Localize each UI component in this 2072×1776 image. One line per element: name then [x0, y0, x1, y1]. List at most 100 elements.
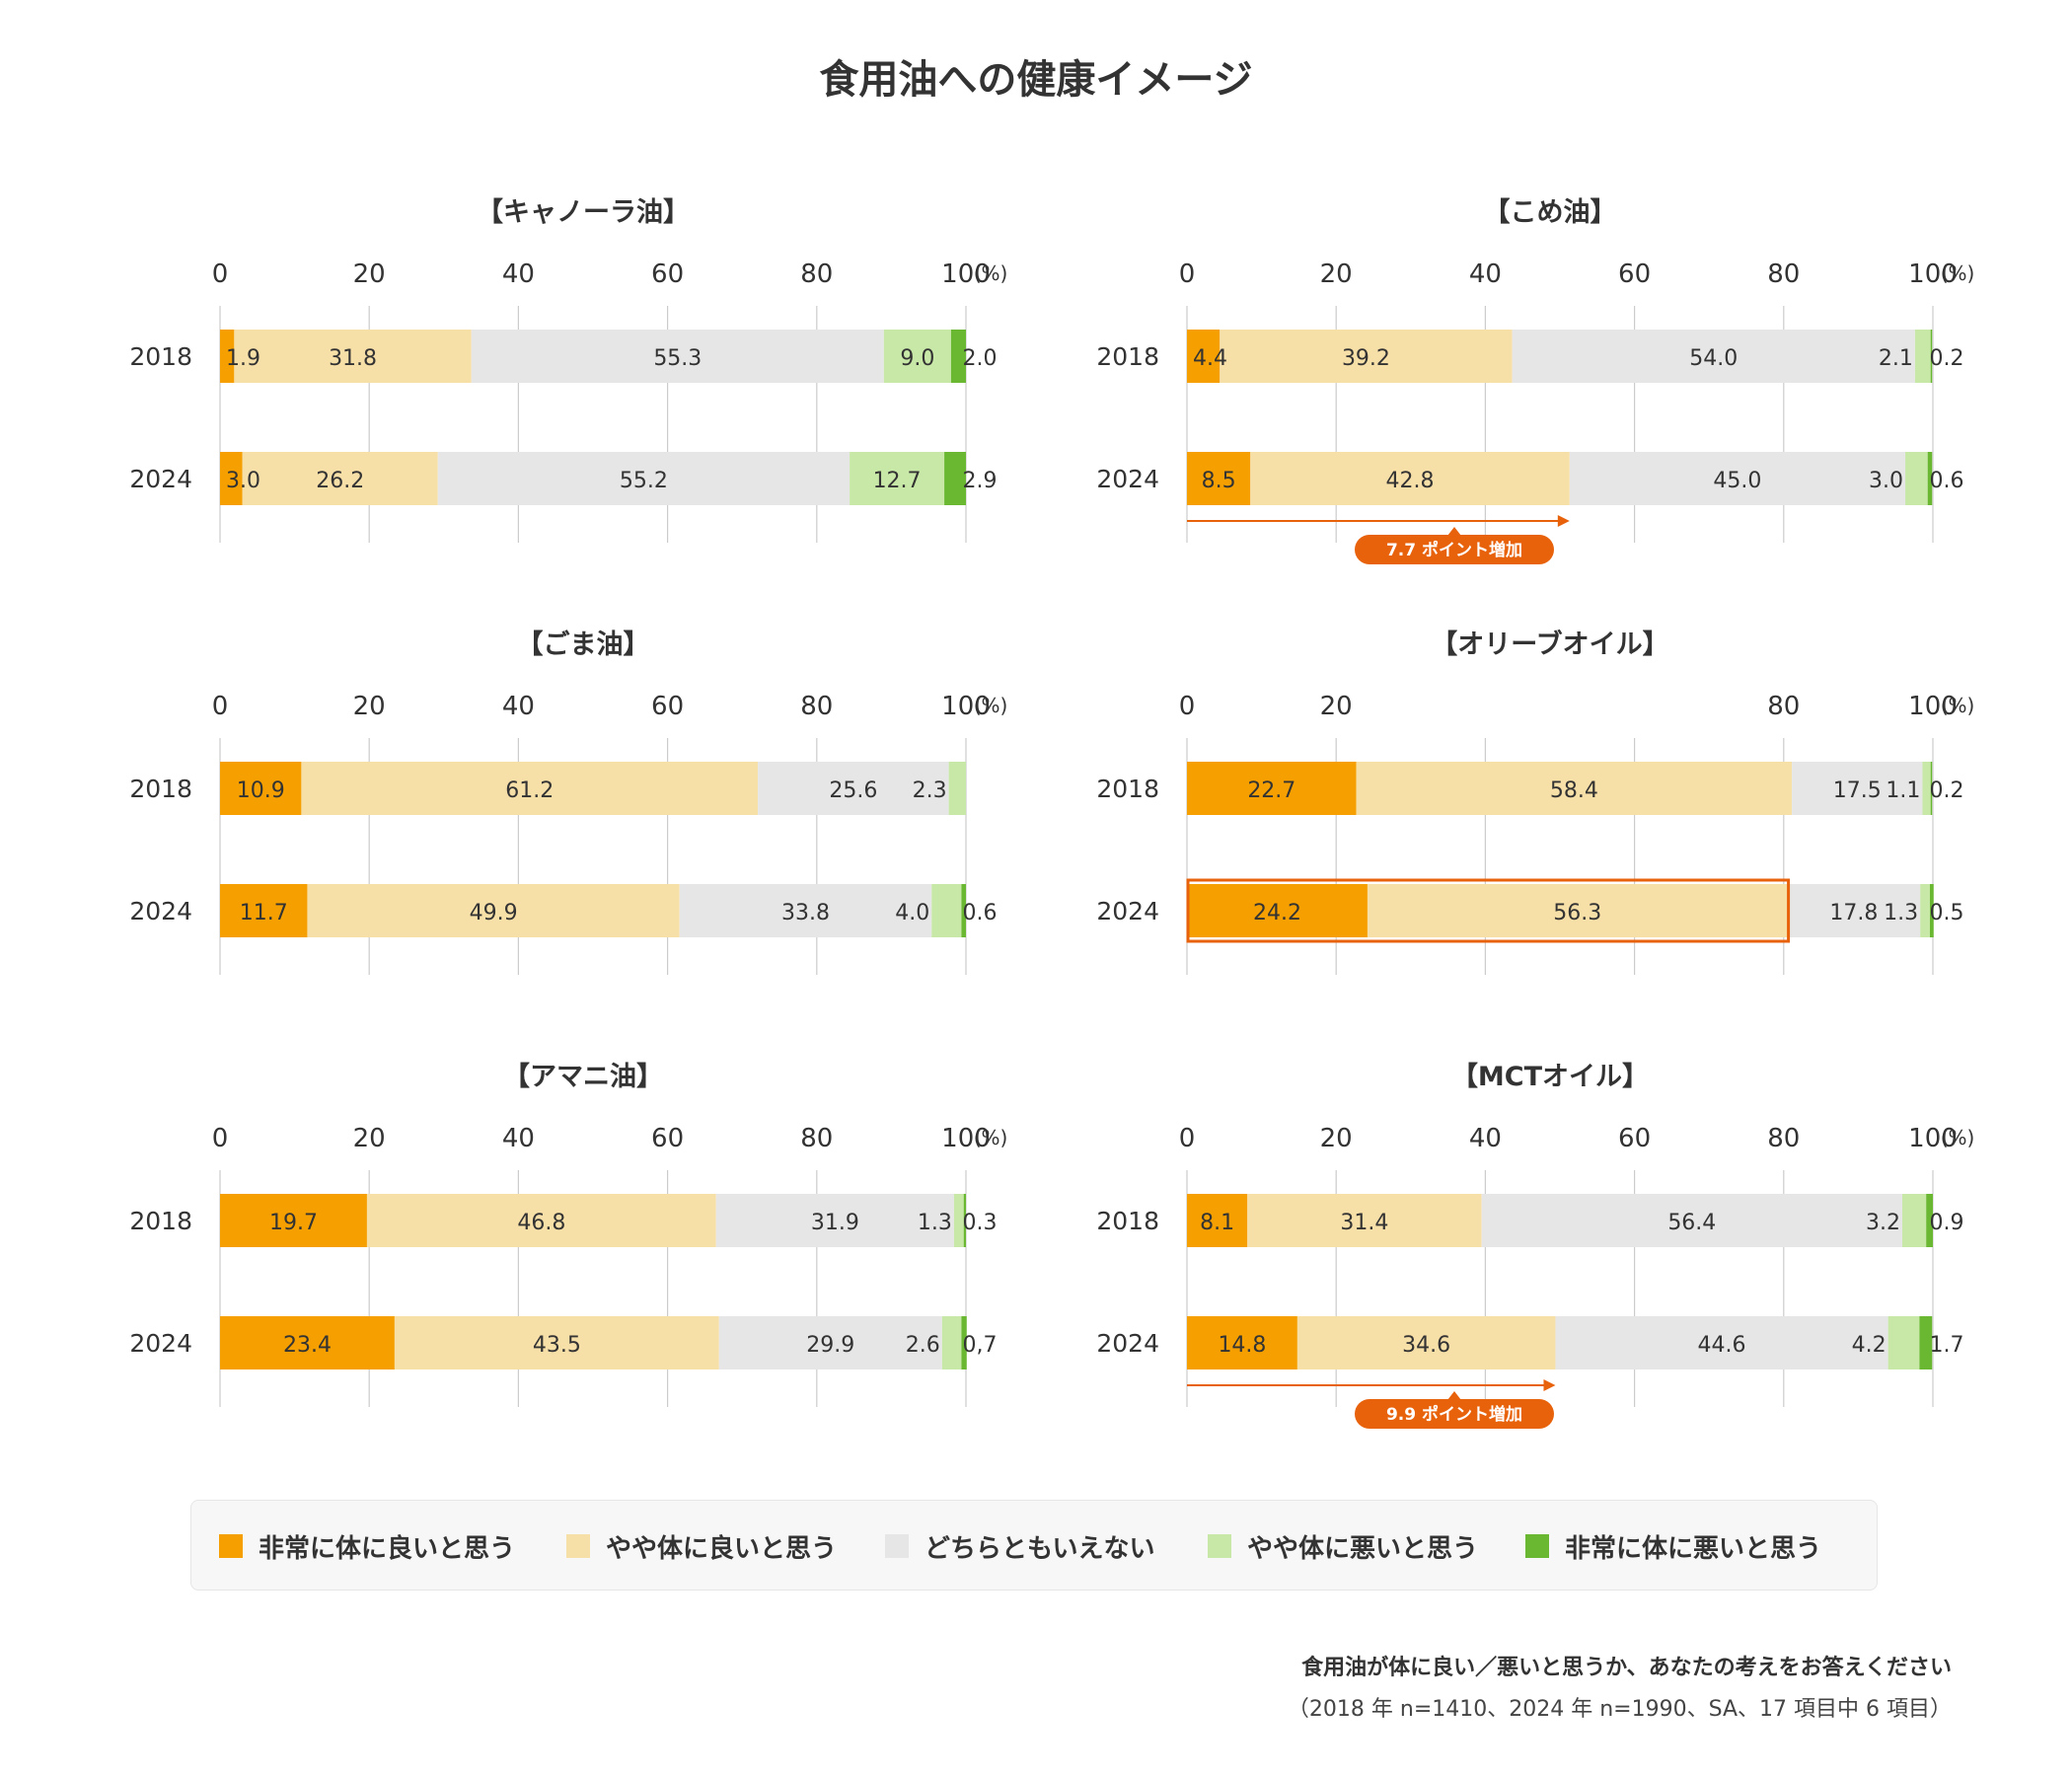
chart-4-tick-label: 40 [502, 1124, 535, 1153]
chart-5-tick-label: 40 [1469, 1124, 1502, 1153]
chart-5-tick-label: 0 [1179, 1124, 1196, 1153]
chart-5-bar-somewhat-good [1247, 1194, 1482, 1247]
chart-0-bar-somewhat-bad [883, 330, 951, 383]
chart-0-bar-neutral [471, 330, 884, 383]
chart-2-tick-label: 100 [941, 692, 991, 721]
chart-5-tick-label: 100 [1908, 1124, 1958, 1153]
chart-0-data-label: 12.7 [873, 469, 922, 493]
chart-3-data-label: 0.5 [1930, 901, 1964, 925]
chart-5-data-label: 1.7 [1930, 1333, 1964, 1358]
chart-5-bar-somewhat-bad [1887, 1316, 1920, 1369]
chart-1-bar-very-bad [1927, 452, 1933, 505]
chart-1-tick-label: 100 [1908, 259, 1958, 289]
chart-4-bar-somewhat-bad [941, 1316, 962, 1369]
chart-2-data-label: 0.6 [963, 901, 998, 925]
chart-4-data-label: 43.5 [533, 1333, 581, 1358]
chart-5-title: 【MCTオイル】 [1451, 1062, 1649, 1092]
chart-4-title: 【アマニ油】 [503, 1062, 663, 1092]
chart-1-tick-label: 60 [1618, 259, 1651, 289]
chart-0-data-label: 2.9 [963, 469, 998, 493]
chart-2-data-label: 4.0 [895, 901, 929, 925]
chart-1-data-label: 0.6 [1930, 469, 1964, 493]
legend-label-very-good: 非常に体に良いと思う [259, 1533, 516, 1564]
chart-5-data-label: 31.4 [1340, 1211, 1388, 1235]
chart-1-bar-somewhat-bad [1905, 452, 1928, 505]
chart-1-bar-very-bad [1930, 330, 1933, 383]
chart-2-year-label: 2024 [129, 897, 192, 925]
chart-0-year-label: 2024 [129, 465, 192, 493]
chart-2-bar-somewhat-bad [948, 762, 966, 815]
legend-label-somewhat-good: やや体に良いと思う [606, 1533, 838, 1564]
chart-2-bar-very-bad [961, 884, 966, 937]
legend-item-somewhat-good: やや体に良いと思う [566, 1501, 837, 1591]
chart-3-bar-very-good [1187, 762, 1357, 815]
chart-5-annotation-badge [1355, 1399, 1554, 1429]
chart-1-bar-neutral [1569, 452, 1906, 505]
legend-swatch-somewhat-good [566, 1534, 590, 1558]
chart-4-year-label: 2018 [129, 1207, 192, 1235]
chart-2-tick-label: 0 [212, 692, 229, 721]
chart-1-tick-label: 0 [1179, 259, 1196, 289]
chart-3-bar-somewhat-good [1367, 884, 1788, 937]
chart-2-data-label: 2.3 [913, 778, 947, 803]
chart-4-bar-somewhat-good [394, 1316, 719, 1369]
chart-1-tick-label: 40 [1469, 259, 1502, 289]
legend-item-very-bad: 非常に体に悪いと思う [1525, 1501, 1821, 1591]
chart-0-data-label: 26.2 [316, 469, 364, 493]
chart-5-data-label: 3.2 [1866, 1211, 1900, 1235]
legend-swatch-very-good [219, 1534, 243, 1558]
chart-1-annotation-badge [1355, 535, 1554, 564]
chart-4-year-label: 2024 [129, 1329, 192, 1358]
chart-1-data-label: 8.5 [1202, 469, 1236, 493]
chart-0-tick-label: 0 [212, 259, 229, 289]
chart-2-data-label: 11.7 [240, 901, 288, 925]
chart-3-data-label: 1.3 [1884, 901, 1918, 925]
chart-3-bar-somewhat-bad [1920, 884, 1930, 937]
chart-1-bar-somewhat-bad [1914, 330, 1931, 383]
chart-2-tick-label: 20 [353, 692, 386, 721]
chart-1-data-label: 54.0 [1689, 346, 1738, 371]
chart-2-data-label: 33.8 [781, 901, 830, 925]
chart-5-year-label: 2018 [1096, 1207, 1159, 1235]
chart-2-bar-neutral [679, 884, 932, 937]
chart-4-tick-label: 60 [651, 1124, 684, 1153]
chart-3-data-label: 0.2 [1930, 778, 1964, 803]
chart-4-data-label: 19.7 [269, 1211, 318, 1235]
chart-4-data-label: 29.9 [806, 1333, 854, 1358]
chart-1-annotation-pointer [1447, 527, 1461, 536]
chart-5-bar-somewhat-good [1296, 1316, 1556, 1369]
chart-4-bar-neutral [715, 1194, 954, 1247]
chart-1-bar-very-good [1187, 452, 1251, 505]
chart-1-unit-label: (%) [1941, 261, 1975, 285]
chart-1-year-label: 2024 [1096, 465, 1159, 493]
chart-5-tick-label: 60 [1618, 1124, 1651, 1153]
chart-2-bar-neutral [758, 762, 949, 815]
chart-5-data-label: 0.9 [1930, 1211, 1964, 1235]
chart-1-data-label: 39.2 [1342, 346, 1390, 371]
chart-2-title: 【ごま油】 [517, 629, 650, 660]
chart-3-year-label: 2018 [1096, 775, 1159, 803]
chart-0-tick-label: 100 [941, 259, 991, 289]
chart-5-bar-very-good [1187, 1194, 1248, 1247]
chart-0-data-label: 9.0 [900, 346, 934, 371]
chart-5-data-label: 4.2 [1852, 1333, 1887, 1358]
chart-5-annotation-arrow-head [1543, 1379, 1556, 1391]
chart-3-title: 【オリーブオイル】 [1431, 629, 1668, 660]
chart-3-bar-very-bad [1930, 762, 1933, 815]
chart-5-bar-very-bad [1919, 1316, 1933, 1369]
chart-3-data-label: 24.2 [1253, 901, 1301, 925]
chart-3-tick-label: 100 [1908, 692, 1958, 721]
chart-2-bar-somewhat-good [301, 762, 759, 815]
chart-1-bar-somewhat-good [1250, 452, 1570, 505]
chart-4-data-label: 31.9 [811, 1211, 859, 1235]
chart-4-data-label: 2.6 [906, 1333, 940, 1358]
chart-3-bar-neutral [1792, 762, 1923, 815]
chart-0-data-label: 1.9 [226, 346, 260, 371]
chart-4-bar-very-good [220, 1316, 395, 1369]
chart-2-year-label: 2018 [129, 775, 192, 803]
chart-5-data-label: 56.4 [1667, 1211, 1716, 1235]
chart-4-data-label: 0.3 [963, 1211, 998, 1235]
chart-0-data-label: 3.0 [226, 469, 260, 493]
chart-5-bar-very-bad [1926, 1194, 1933, 1247]
chart-4-bar-very-bad [961, 1316, 967, 1369]
